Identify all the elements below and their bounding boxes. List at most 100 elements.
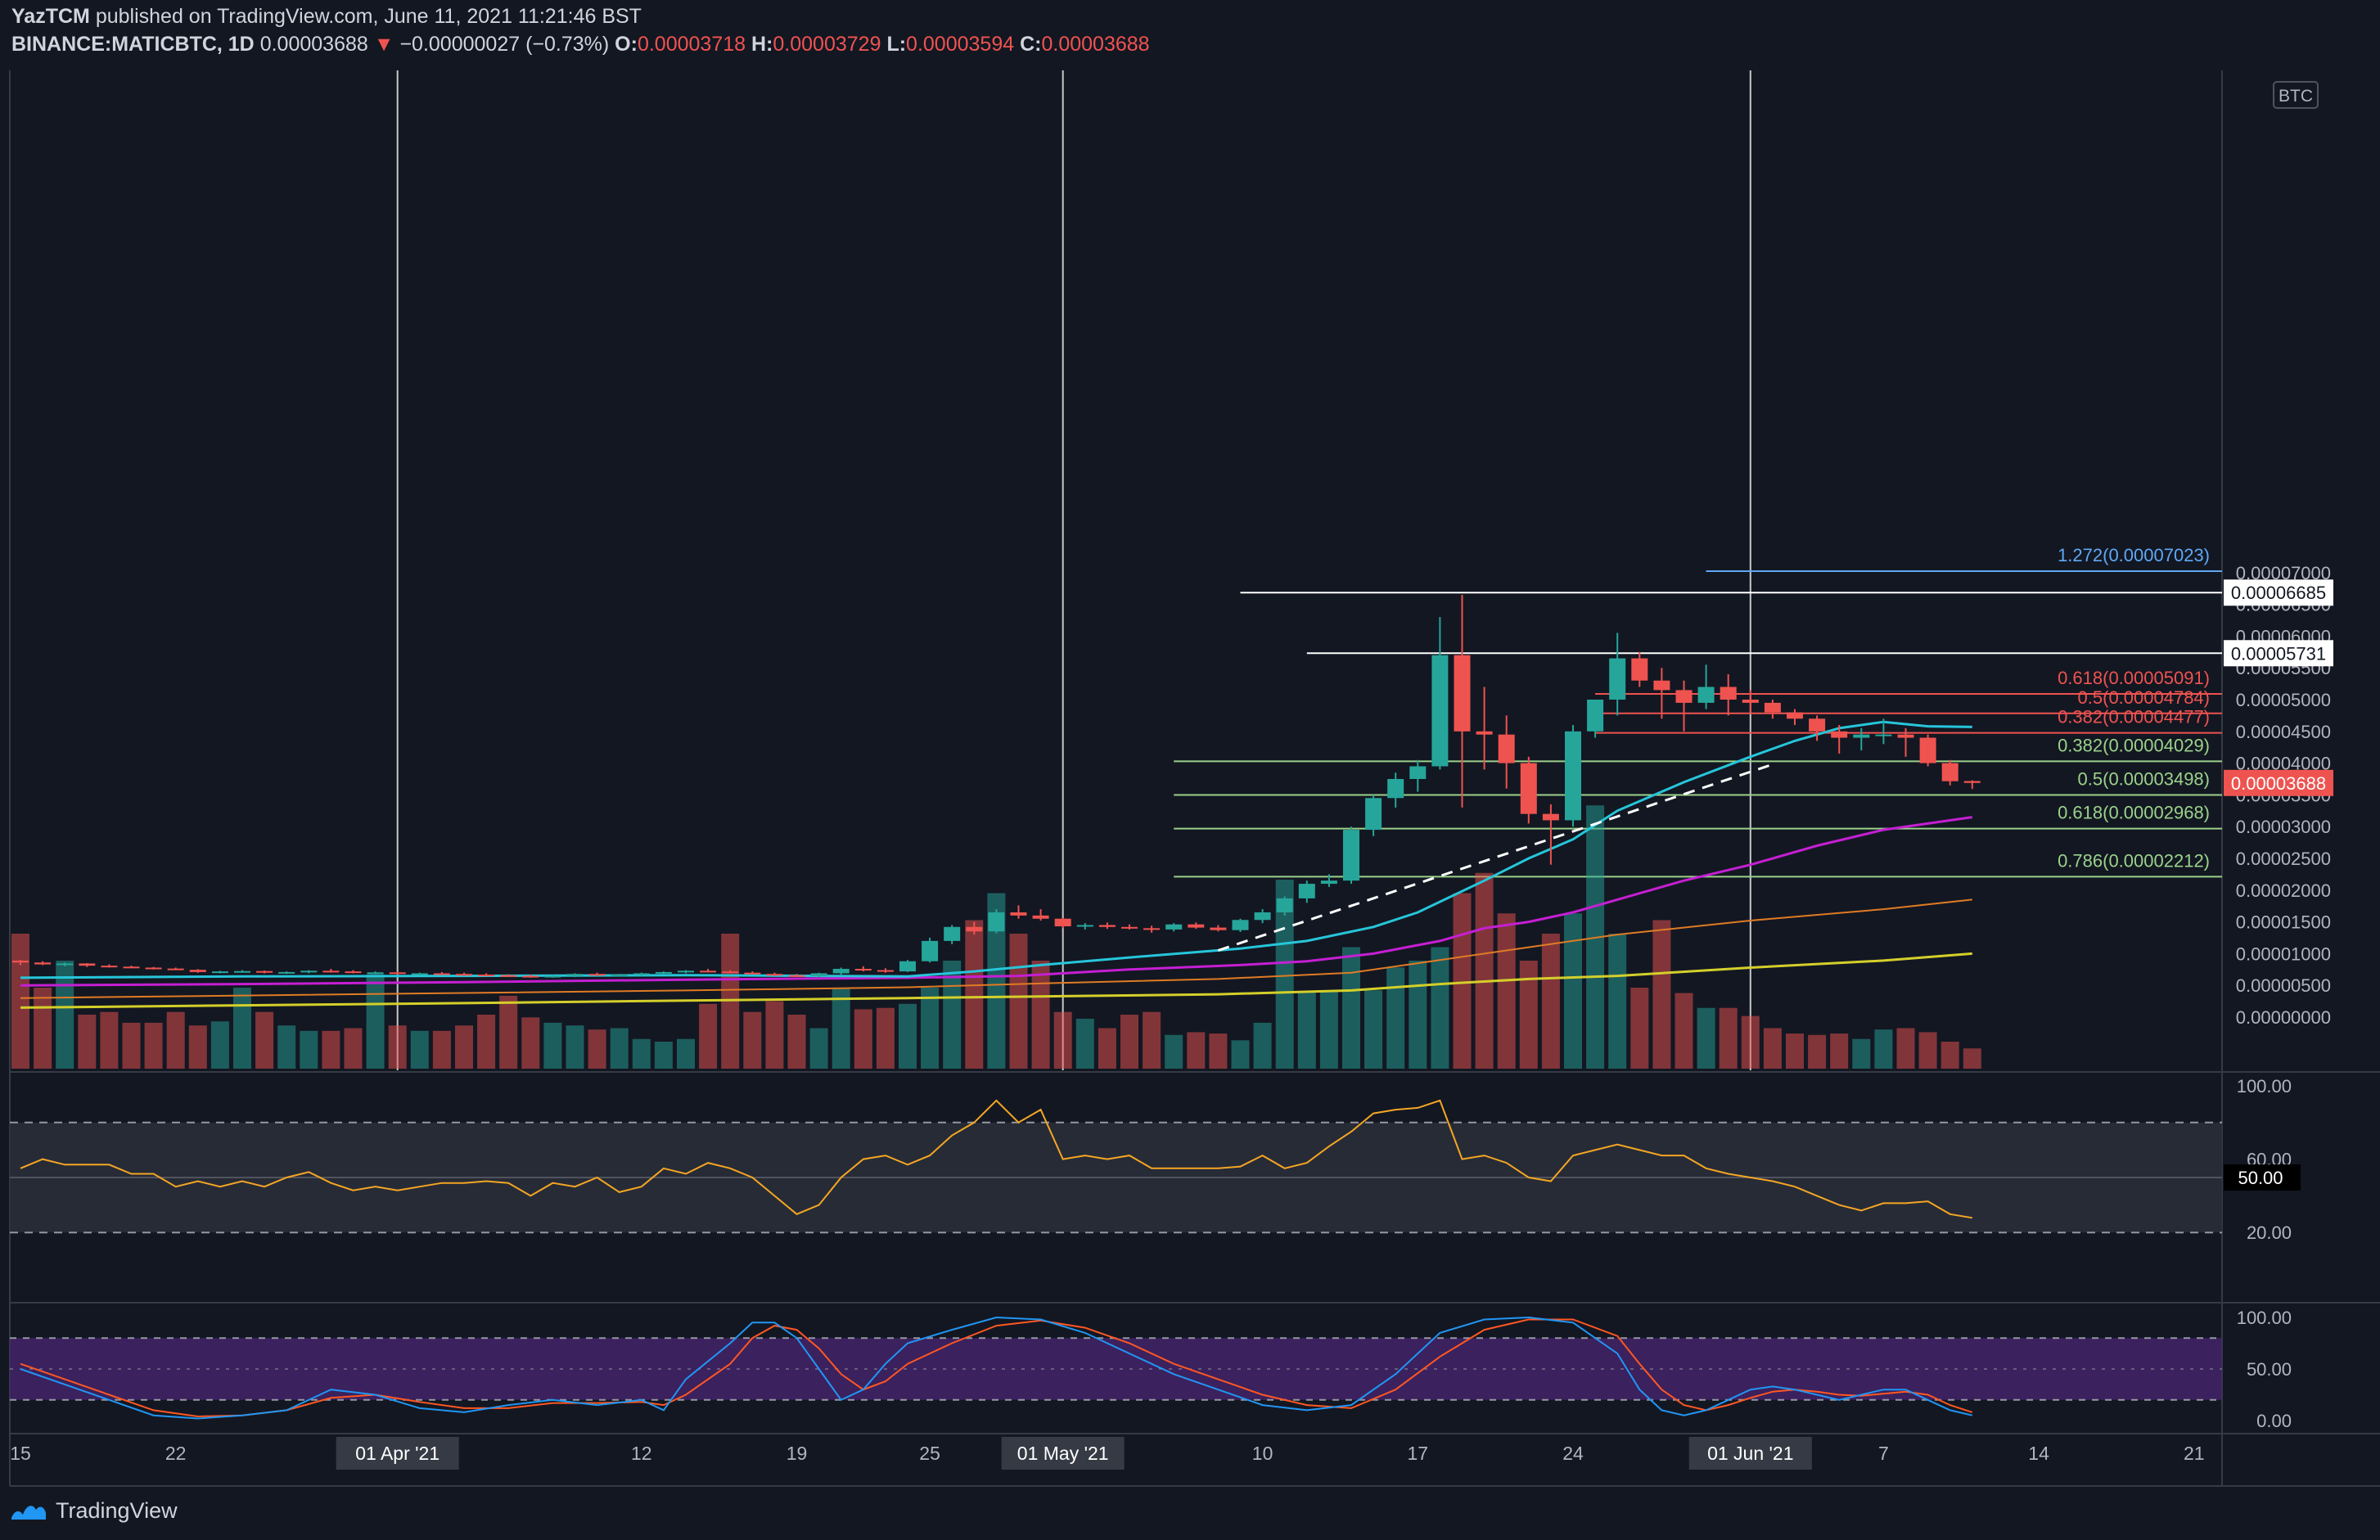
volume-bar [1409,961,1427,1069]
volume-bar [1120,1015,1138,1069]
volume-bar [1852,1038,1871,1069]
volume-bar [588,1029,606,1069]
candle-body [722,971,739,974]
x-tick-label: 21 [2184,1443,2205,1464]
fib-level-label: 1.272(0.00007023) [2058,545,2210,565]
date-badge [336,1437,459,1470]
volume-bar [277,1025,296,1069]
stoch-tick-label: 50.00 [2247,1359,2292,1380]
candle-body [922,940,939,961]
volume-bar [1918,1032,1937,1069]
x-tick-label: 17 [1408,1443,1429,1464]
candle-body [810,973,827,976]
ohlc-line: BINANCE:MATICBTC, 1D 0.00003688 ▼ −0.000… [11,33,1150,56]
candle-body [300,970,318,973]
candle-body [1764,702,1781,713]
candle-body [588,974,606,976]
candle-body [1343,830,1359,881]
volume-bar [388,1025,407,1069]
high-value: 0.00003729 [773,33,881,56]
candle-body [123,966,140,969]
brand-name: TradingView [56,1497,178,1523]
volume-bar [943,961,962,1069]
volume-bar [34,988,52,1069]
volume-bar [1519,961,1538,1069]
currency-label: BTC [2279,87,2313,106]
volume-bar [499,995,518,1069]
candle-body [1897,734,1914,738]
volume-bar [1231,1040,1250,1069]
candle-body [1298,884,1315,898]
candle-body [1609,658,1626,700]
symbol-label[interactable]: BINANCE:MATICBTC, 1D [11,33,255,56]
candle-body [1831,731,1848,738]
high-label: H: [751,33,773,56]
ema50-line [20,816,1973,987]
price-tick-label: 0.00002000 [2236,880,2331,901]
volume-bar [255,1011,274,1069]
rsi-tick-label: 20.00 [2247,1223,2292,1243]
price-tick-label: 0.00002500 [2236,849,2331,869]
x-tick-label: 15 [10,1443,31,1464]
volume-bar [654,1042,673,1069]
open-value: 0.00003718 [637,33,746,56]
candle-body [1276,898,1293,912]
candle-body [1919,737,1936,763]
candle-body [1742,700,1759,703]
candle-body [1365,798,1382,831]
volume-bar [322,1030,340,1069]
candle-body [1853,734,1870,738]
volume-bar [787,1015,806,1069]
candle-body [1941,763,1959,781]
price-badge-text: 0.00005731 [2231,643,2326,664]
volume-bar [854,1009,872,1069]
candle-body [1454,655,1471,732]
candle-body [1587,700,1604,732]
price-tick-label: 0.00001500 [2236,912,2331,933]
candle-body [1809,718,1826,732]
volume-bar [1098,1028,1116,1069]
price-badge [2224,579,2333,606]
candle-body [1254,912,1271,921]
volume-bar [78,1015,97,1069]
price-badge-text: 0.00003688 [2231,773,2326,794]
rsi-line [20,1099,1972,1219]
volume-bar [1830,1033,1849,1069]
tradingview-brand[interactable]: TradingView [10,1494,178,1527]
volume-bar [610,1028,629,1069]
candle-body [611,975,628,977]
candle-body [12,960,29,963]
volume-bar [56,961,74,1069]
candle-body [389,972,406,975]
volume-bar [1608,934,1627,1069]
candle-body [633,973,650,975]
date-badge [1688,1437,1812,1470]
candle-body [1720,687,1737,700]
volume-bar [543,1022,562,1069]
volume-bar [699,1003,718,1069]
candle-body [1098,925,1116,927]
candle-body [1875,734,1892,736]
candle-body [1165,924,1183,930]
candle-body [744,972,761,975]
volume-bar [1342,947,1360,1069]
volume-bar [1253,1022,1272,1069]
author-name[interactable]: YazTCM [11,5,90,28]
candle-body [1387,779,1404,799]
candle-body [1565,731,1581,821]
volume-bar [1475,872,1494,1069]
currency-badge [2273,81,2319,109]
candle-body [966,926,983,932]
low-value: 0.00003594 [906,33,1015,56]
candle-body [1010,912,1027,916]
candle-body [101,966,118,968]
volume-bar [210,1021,229,1069]
price-tick-label: 0.00003000 [2236,817,2331,837]
volume-bar [1719,1007,1738,1069]
main-pane [10,70,2222,1070]
volume-bar [1808,1034,1827,1069]
ema100-line [20,898,1972,999]
candle-body [1320,880,1337,885]
volume-bar [1053,1011,1072,1069]
